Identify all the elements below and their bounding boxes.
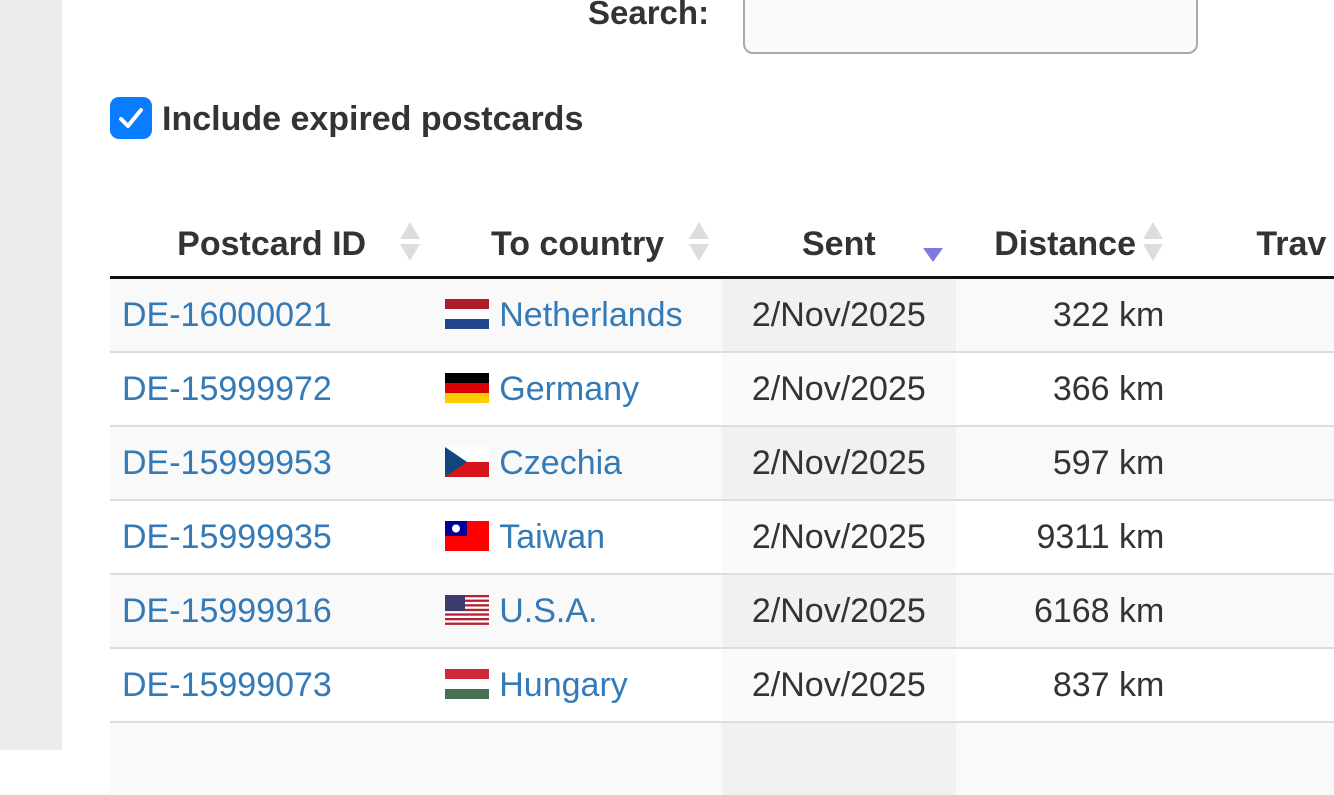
sent-cell: 2/Nov/2025 (721, 573, 956, 648)
postcard-id-cell: DE-15999073 (110, 647, 434, 722)
sort-descending-icon (922, 248, 943, 262)
include-expired-label[interactable]: Include expired postcards (162, 100, 584, 138)
travel-cell (1174, 647, 1334, 722)
postcard-id-link[interactable]: DE-15999953 (122, 443, 332, 482)
postcards-table: Postcard ID To country Sent Distance Trav DE… (110, 212, 1334, 795)
sent-cell: 2/Nov/2025 (721, 647, 956, 722)
column-label: Sent (801, 224, 876, 263)
table-row: DE-15999935 Taiwan 2/Nov/2025 9311 km (110, 499, 1334, 574)
travel-cell (1174, 351, 1334, 426)
distance-cell: 9311 km (955, 499, 1175, 574)
sort-both-icon (1143, 222, 1164, 261)
distance-cell: 597 km (955, 425, 1175, 500)
travel-cell (1174, 425, 1334, 500)
postcard-id-cell: DE-15999953 (110, 425, 434, 500)
column-label: Distance (994, 224, 1136, 263)
column-header-postcard-id[interactable]: Postcard ID (110, 212, 434, 279)
country-link[interactable]: U.S.A. (499, 591, 598, 630)
sent-cell: 2/Nov/2025 (721, 276, 956, 352)
country-cell: U.S.A. (433, 573, 722, 648)
postcard-id-link[interactable]: DE-15999972 (122, 369, 332, 408)
country-link[interactable]: Netherlands (499, 295, 683, 334)
search-input[interactable] (743, 0, 1198, 54)
sort-both-icon (400, 222, 421, 261)
postcard-id-cell: DE-15999916 (110, 573, 434, 648)
column-label: Trav (1256, 224, 1327, 263)
column-header-sent[interactable]: Sent (721, 212, 956, 279)
checkmark-icon (119, 108, 143, 128)
flag-tw-icon (445, 520, 490, 551)
page-gutter (0, 0, 62, 750)
table-row: DE-15999073 Hungary 2/Nov/2025 837 km (110, 647, 1334, 722)
country-link[interactable]: Taiwan (499, 517, 606, 556)
country-cell: Hungary (433, 647, 722, 722)
postcard-id-link[interactable]: DE-15999916 (122, 591, 332, 630)
column-header-to-country[interactable]: To country (433, 212, 722, 279)
distance-cell: 366 km (955, 351, 1175, 426)
table-row: DE-15999972 Germany 2/Nov/2025 366 km (110, 351, 1334, 426)
distance-cell: 6168 km (955, 573, 1175, 648)
column-label: To country (490, 224, 665, 263)
flag-us-icon (445, 594, 490, 625)
sent-cell: 2/Nov/2025 (721, 499, 956, 574)
postcard-id-link[interactable]: DE-15999073 (122, 665, 332, 704)
search-label: Search: (588, 0, 710, 31)
country-cell: Netherlands (433, 276, 722, 352)
table-row: DE-15999916 U.S.A. 2/Nov/2025 6168 km (110, 573, 1334, 648)
postcard-id-cell: DE-15999972 (110, 351, 434, 426)
country-link[interactable]: Czechia (499, 443, 623, 482)
column-header-distance[interactable]: Distance (955, 212, 1175, 279)
flag-nl-icon (445, 298, 490, 329)
flag-hu-icon (445, 668, 490, 699)
table-row: DE-15999953 Czechia 2/Nov/2025 597 km (110, 425, 1334, 500)
flag-de-icon (445, 372, 490, 403)
postcard-id-cell: DE-15999935 (110, 499, 434, 574)
include-expired-checkbox[interactable] (110, 97, 152, 139)
postcard-id-link[interactable]: DE-16000021 (122, 295, 332, 334)
sent-cell: 2/Nov/2025 (721, 425, 956, 500)
column-header-trav[interactable]: Trav (1174, 212, 1334, 279)
table-row-partial (110, 721, 1334, 795)
sort-both-icon (688, 222, 709, 261)
postcard-id-link[interactable]: DE-15999935 (122, 517, 332, 556)
country-cell: Czechia (433, 425, 722, 500)
country-cell: Germany (433, 351, 722, 426)
travel-cell (1174, 499, 1334, 574)
travel-cell (1174, 276, 1334, 352)
sent-cell: 2/Nov/2025 (721, 351, 956, 426)
column-label: Postcard ID (177, 224, 367, 263)
distance-cell: 837 km (955, 647, 1175, 722)
distance-cell: 322 km (955, 276, 1175, 352)
country-link[interactable]: Hungary (499, 665, 628, 704)
postcard-id-cell: DE-16000021 (110, 276, 434, 352)
travel-cell (1174, 573, 1334, 648)
country-link[interactable]: Germany (499, 369, 640, 408)
country-cell: Taiwan (433, 499, 722, 574)
table-row: DE-16000021 Netherlands 2/Nov/2025 322 km (110, 276, 1334, 352)
flag-cz-icon (445, 446, 490, 477)
